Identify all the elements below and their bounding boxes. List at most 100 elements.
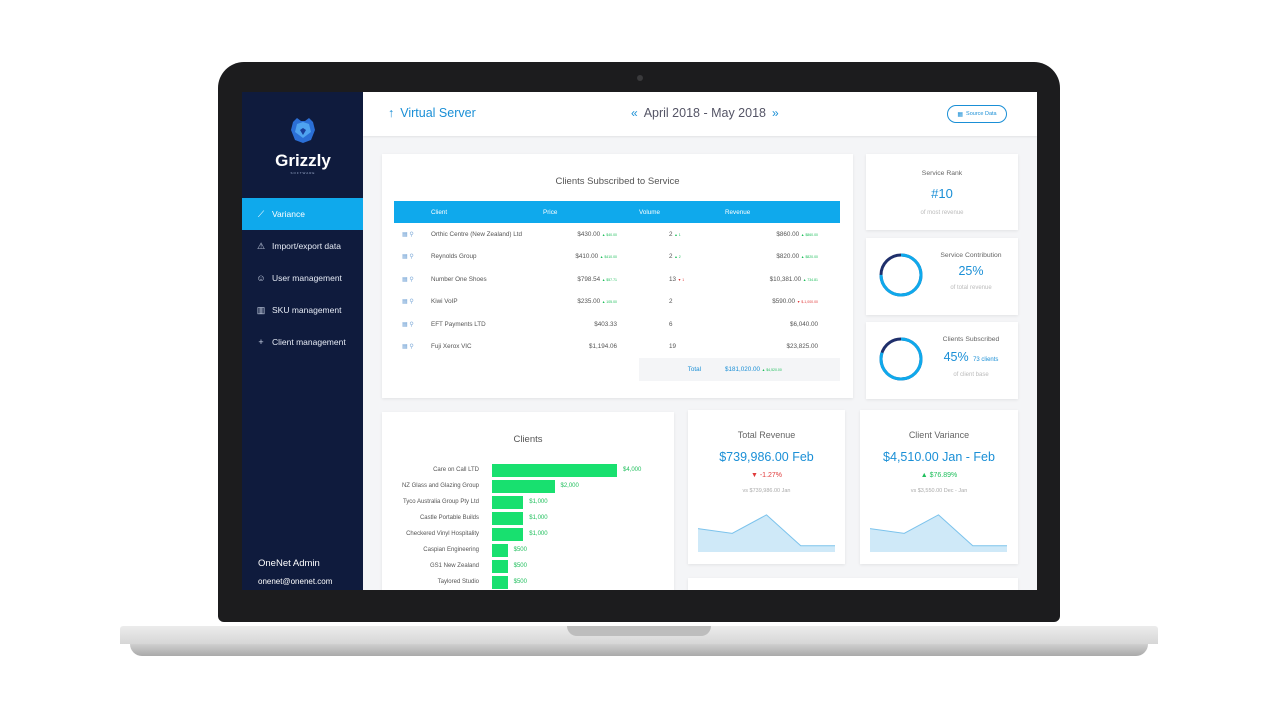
client-name[interactable]: Reynolds Group [431, 253, 477, 261]
bar[interactable] [492, 480, 555, 493]
grid-icon[interactable]: ▦ [402, 231, 408, 238]
sidebar-item-client-management[interactable]: + Client management [242, 326, 363, 358]
revenue-cell: $6,040.00 [725, 313, 840, 336]
client-variance-card: Client Variance $4,510.00 Jan - Feb ▲ $7… [860, 410, 1018, 564]
sidebar-item-label: Import/export data [272, 241, 341, 251]
price-value: $1,194.06 [588, 343, 617, 351]
bear-logo-icon [291, 118, 315, 143]
revenue-value: $820.00 [776, 253, 800, 261]
total-revenue-card: Total Revenue $739,986.00 Feb ▼ -1.27% v… [688, 410, 845, 564]
bar-value-label: $500 [513, 547, 527, 553]
volume-delta: ▲ 1 [674, 232, 681, 237]
table-row[interactable]: ▦ ⚲ EFT Payments LTD $403.33 6 $6,040.00 [394, 313, 840, 336]
client-name[interactable]: Orthic Centre (New Zealand) Ltd [431, 230, 522, 238]
search-icon[interactable]: ⚲ [409, 276, 414, 283]
bar-value-label: $500 [513, 563, 527, 569]
bar[interactable] [492, 496, 524, 509]
price-delta: ▲ $410.00 [599, 255, 617, 260]
table-body: ▦ ⚲ Orthic Centre (New Zealand) Ltd $430.0… [394, 223, 840, 358]
clients-subscribed-donut [879, 337, 923, 381]
search-icon[interactable]: ⚲ [409, 321, 414, 328]
volume-value: 13 [669, 275, 677, 283]
price-value: $403.33 [594, 320, 617, 328]
next-period-button[interactable]: » [771, 106, 779, 120]
revenue-cell: $10,381.00 ▲ 734.81 [725, 268, 840, 291]
laptop-base-bottom [130, 644, 1148, 656]
table-header-row: Client Price Volume Revenue [394, 201, 840, 223]
table-row[interactable]: ▦ ⚲ Reynolds Group $410.00 ▲ $410.00 2 ▲ 2 $… [394, 246, 840, 269]
search-icon[interactable]: ⚲ [409, 231, 414, 238]
service-contribution-sub: of total revenue [950, 285, 992, 291]
table-row[interactable]: ▦ ⚲ Number One Shoes $798.54 ▲ $57.71 13 ▼ … [394, 268, 840, 291]
row-actions: ▦ ⚲ [394, 336, 431, 359]
price-cell: $403.33 [543, 313, 639, 336]
service-rank-title: Service Rank [921, 170, 963, 177]
sidebar-item-sku-management[interactable]: ▥ SKU management [242, 294, 363, 326]
search-icon[interactable]: ⚲ [409, 344, 414, 351]
service-contribution-donut [879, 253, 923, 297]
sidebar-item-label: Client management [272, 337, 346, 347]
revenue-cell: $23,825.00 [725, 336, 840, 359]
bar[interactable] [492, 512, 524, 525]
service-rank-card: Service Rank #10 of most revenue [866, 154, 1018, 230]
chart-line-icon: ⟋ [257, 209, 265, 219]
clients-subscribed-arc [879, 337, 923, 381]
client-name[interactable]: Fuji Xerox VIC [431, 343, 472, 351]
search-icon[interactable]: ⚲ [409, 254, 414, 261]
bar-value-label: $1,000 [529, 515, 548, 521]
bar[interactable] [492, 560, 508, 573]
clients-subscribed-extra: 73 clients [973, 357, 999, 363]
clients-chart-card: Clients Care on Call LTD $4,000 NZ Glass a… [382, 412, 674, 590]
bar-category-label: Castle Portable Builds [419, 515, 479, 521]
bar[interactable] [492, 528, 524, 541]
grid-icon[interactable]: ▦ [402, 321, 408, 328]
client-name[interactable]: EFT Payments LTD [431, 320, 486, 328]
bar-category-label: GS1 New Zealand [429, 563, 479, 569]
search-icon[interactable]: ⚲ [409, 299, 414, 306]
grid-icon[interactable]: ▦ [402, 299, 408, 306]
sidebar-item-user-management[interactable]: ☺ User management [242, 262, 363, 294]
barcode-icon: ▥ [256, 305, 266, 315]
source-data-button[interactable]: ▦ Source Data [947, 105, 1007, 123]
bar[interactable] [492, 576, 508, 589]
price-cell: $410.00 ▲ $410.00 [543, 246, 639, 269]
total-revenue-value: $739,986.00 Feb [719, 450, 814, 464]
lower-card [688, 578, 1018, 590]
total-revenue-vs: vs $739,986.00 Jan [742, 488, 791, 494]
sidebar-item-import-export[interactable]: ⚠ Import/export data [242, 230, 363, 262]
total-revenue-title: Total Revenue [737, 430, 796, 440]
clients-chart-title: Clients [513, 434, 543, 445]
grid-icon[interactable]: ▦ [402, 276, 408, 283]
table-header-client: Client [431, 201, 543, 223]
logo[interactable]: Grizzly SOFTWARE [274, 116, 332, 175]
volume-cell: 2 ▲ 1 [639, 223, 725, 246]
bar[interactable] [492, 464, 617, 477]
total-delta: ▲ $4,520.00 [761, 367, 782, 372]
bar-row: Castle Portable Builds $1,000 [382, 512, 672, 525]
price-delta: ▲ $40.00 [601, 232, 617, 237]
sidebar-item-variance[interactable]: ⟋ Variance [242, 198, 363, 230]
table-row[interactable]: ▦ ⚲ Fuji Xerox VIC $1,194.06 19 $23,825.00 [394, 336, 840, 359]
page-title[interactable]: ↑ Virtual Server [388, 106, 476, 120]
price-cell: $798.54 ▲ $57.71 [543, 268, 639, 291]
user-info[interactable]: OneNet Admin onenet@onenet.com [258, 558, 332, 586]
client-variance-title: Client Variance [908, 430, 970, 440]
bar-category-label: Taylored Studio [437, 579, 479, 585]
prev-period-button[interactable]: « [631, 106, 638, 120]
client-name[interactable]: Kiwi VoIP [431, 298, 458, 306]
table-row[interactable]: ▦ ⚲ Kiwi VoIP $235.00 ▲ 105.00 2 $590.00 ▼ … [394, 291, 840, 314]
bar[interactable] [492, 544, 508, 557]
brand-tagline: SOFTWARE [290, 171, 316, 175]
sidebar-item-label: Variance [272, 209, 305, 219]
grid-icon[interactable]: ▦ [402, 344, 408, 351]
bar-row: Care on Call LTD $4,000 [382, 464, 672, 477]
service-contribution-value: 25% [958, 264, 984, 278]
bar-value-label: $4,000 [623, 467, 642, 473]
grid-icon[interactable]: ▦ [402, 254, 408, 261]
client-name[interactable]: Number One Shoes [431, 275, 487, 283]
volume-cell: 2 ▲ 2 [639, 246, 725, 269]
table-row[interactable]: ▦ ⚲ Orthic Centre (New Zealand) Ltd $430.0… [394, 223, 840, 246]
sidebar: Grizzly SOFTWARE ⟋ Variance ⚠ Import/exp… [242, 92, 363, 590]
bar-category-label: Care on Call LTD [433, 467, 479, 473]
revenue-value: $590.00 [772, 298, 796, 306]
